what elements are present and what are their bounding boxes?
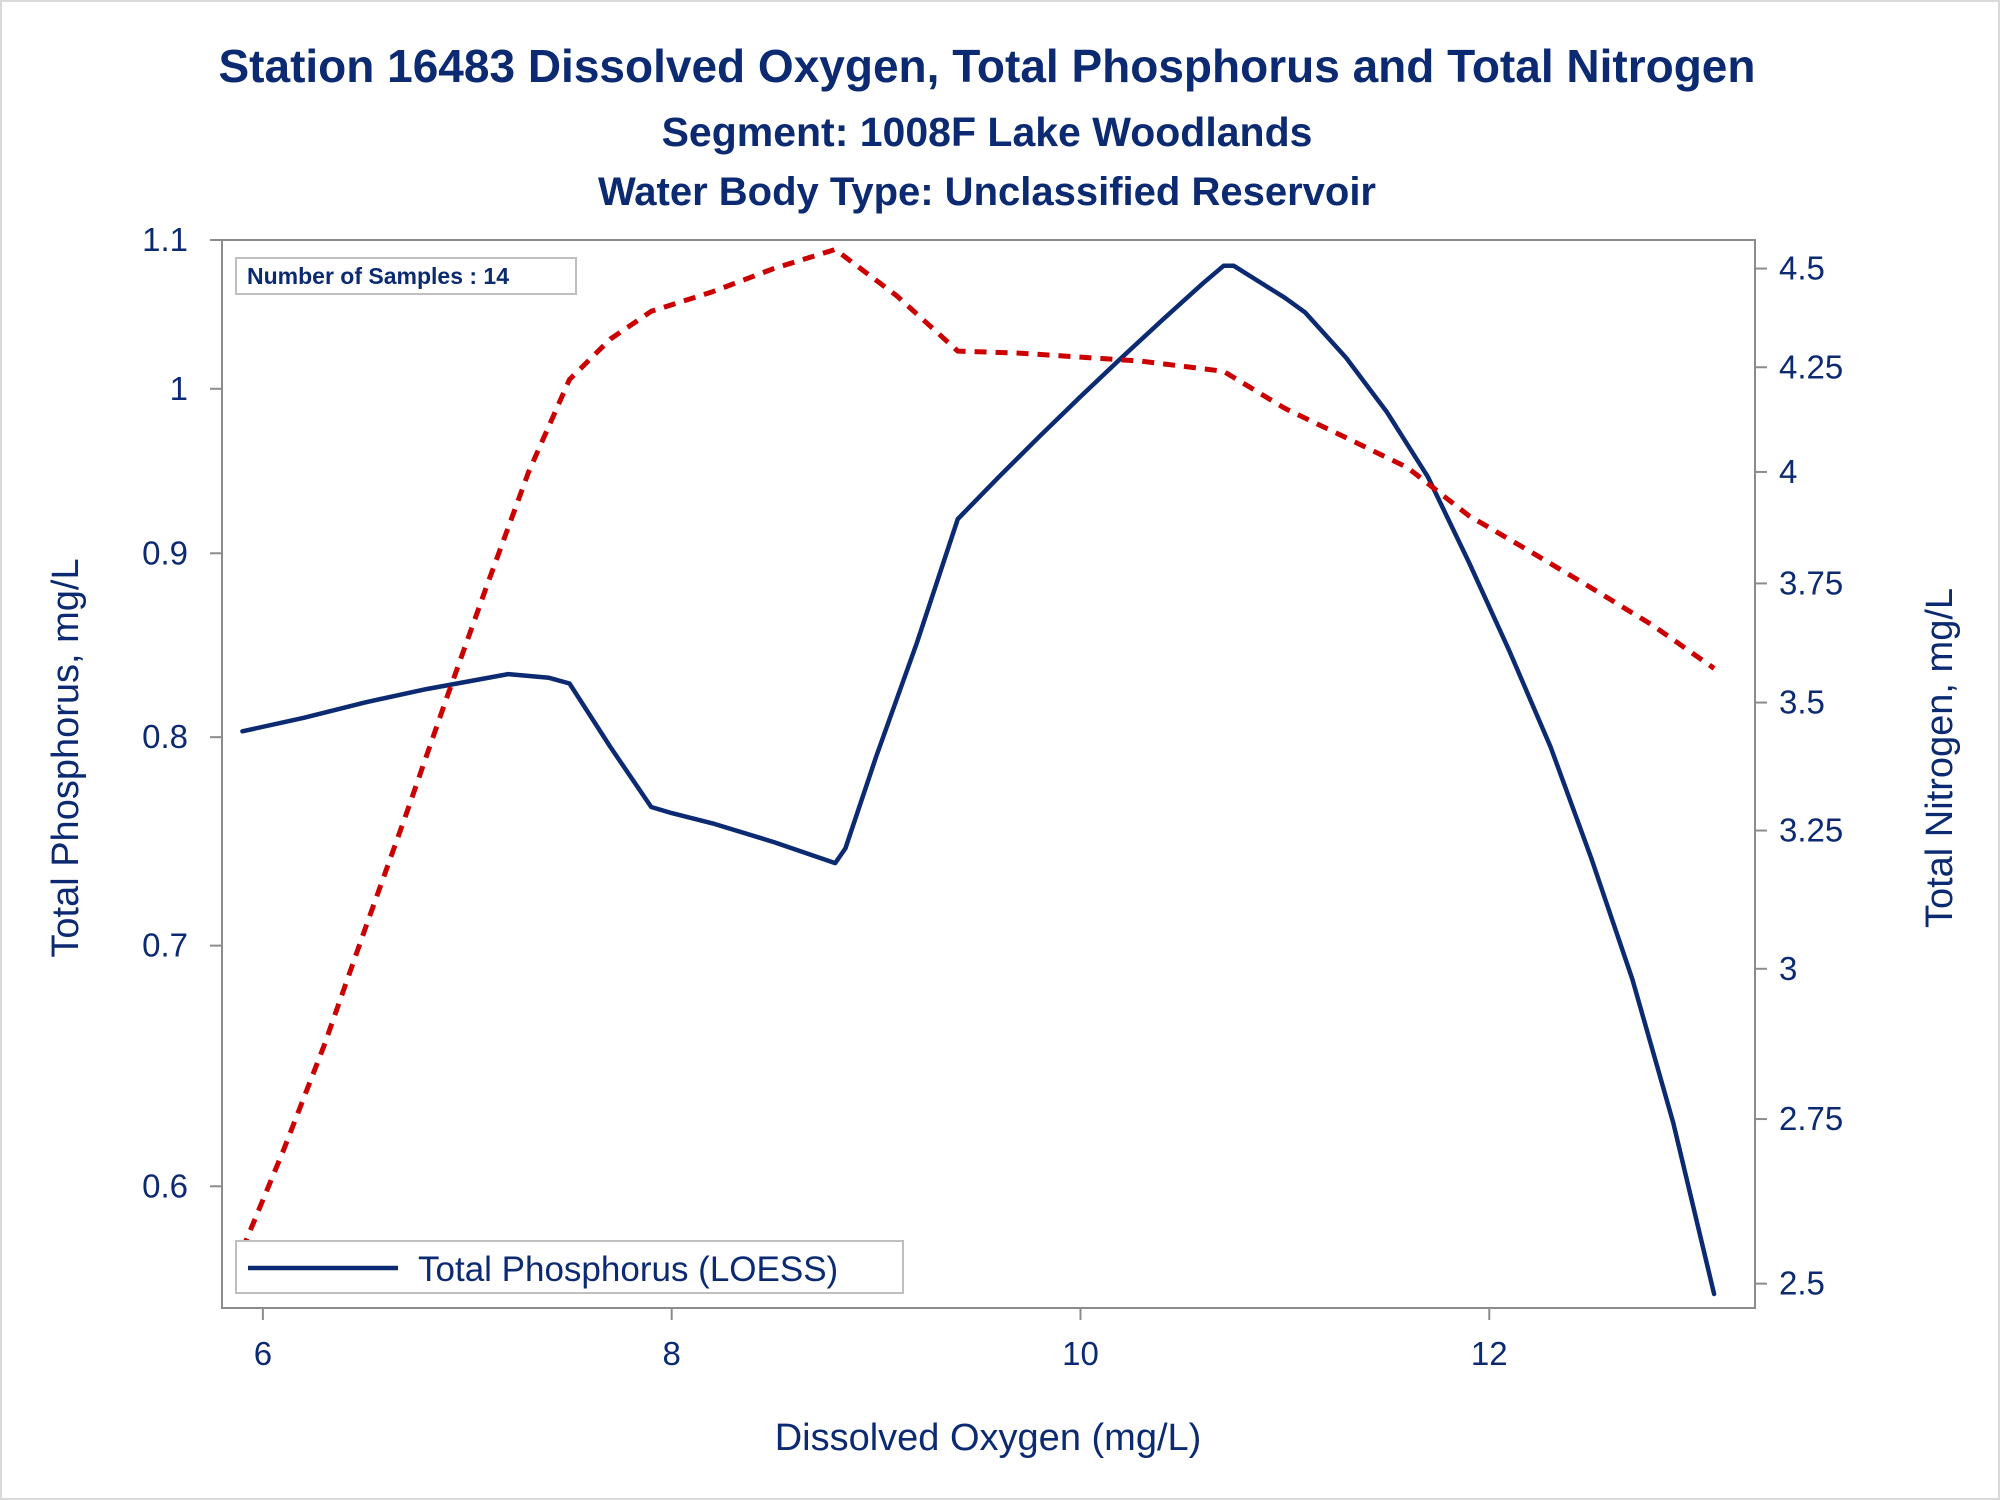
y-left-tick-label: 0.6 bbox=[142, 1167, 188, 1204]
y-right-tick-label: 4.25 bbox=[1779, 348, 1843, 385]
y-right-tick-label: 2.5 bbox=[1779, 1265, 1825, 1302]
chart-title: Station 16483 Dissolved Oxygen, Total Ph… bbox=[218, 40, 1755, 92]
x-axis-label: Dissolved Oxygen (mg/L) bbox=[775, 1417, 1202, 1459]
plot-area: 6 8 10 12 0.6 0.7 0.8 0.9 1 1.1 2.5 2.75 3 3.25 3.5 3.7… bbox=[142, 221, 1843, 1372]
chart-subtitle-segment: Segment: 1008F Lake Woodlands bbox=[662, 109, 1313, 155]
series-line-nitrogen bbox=[240, 247, 1716, 1251]
y-right-tick-label: 2.75 bbox=[1779, 1100, 1843, 1137]
y-left-tick-label: 0.8 bbox=[142, 718, 188, 755]
sample-count-frame bbox=[235, 257, 577, 295]
y-right-tick-label: 3.5 bbox=[1779, 684, 1825, 721]
y-right-tick-label: 4.5 bbox=[1779, 250, 1825, 287]
plot-border bbox=[221, 239, 1756, 1309]
y-left-tick-label: 1 bbox=[170, 370, 188, 407]
y-right-tick-label: 4 bbox=[1779, 453, 1797, 490]
sample-count-box: Number of Samples : 14 bbox=[235, 257, 577, 295]
y-left-tick-label: 1.1 bbox=[142, 221, 188, 258]
series-line-phosphorus bbox=[240, 263, 1717, 1297]
sample-count-text: Number of Samples : 14 bbox=[247, 263, 509, 289]
y-left-tick-label: 0.7 bbox=[142, 927, 188, 964]
y-axis-left-label: Total Phosphorus, mg/L bbox=[45, 558, 87, 957]
x-tick-label: 6 bbox=[254, 1335, 272, 1372]
y-axis-right-label: Total Nitrogen, mg/L bbox=[1919, 588, 1961, 928]
y-right-tick-label: 3.25 bbox=[1779, 812, 1843, 849]
legend-label-phosphorus: Total Phosphorus (LOESS) bbox=[418, 1250, 838, 1289]
x-tick-label: 12 bbox=[1471, 1335, 1508, 1372]
legend: Total Phosphorus (LOESS) bbox=[235, 1240, 904, 1294]
y-right-tick-label: 3.75 bbox=[1779, 564, 1843, 601]
chart-subtitle-water-body: Water Body Type: Unclassified Reservoir bbox=[598, 170, 1376, 214]
y-right-tick-label: 3 bbox=[1779, 950, 1797, 987]
x-tick-label: 10 bbox=[1062, 1335, 1099, 1372]
x-tick-label: 8 bbox=[663, 1335, 681, 1372]
y-left-tick-label: 0.9 bbox=[142, 534, 188, 571]
